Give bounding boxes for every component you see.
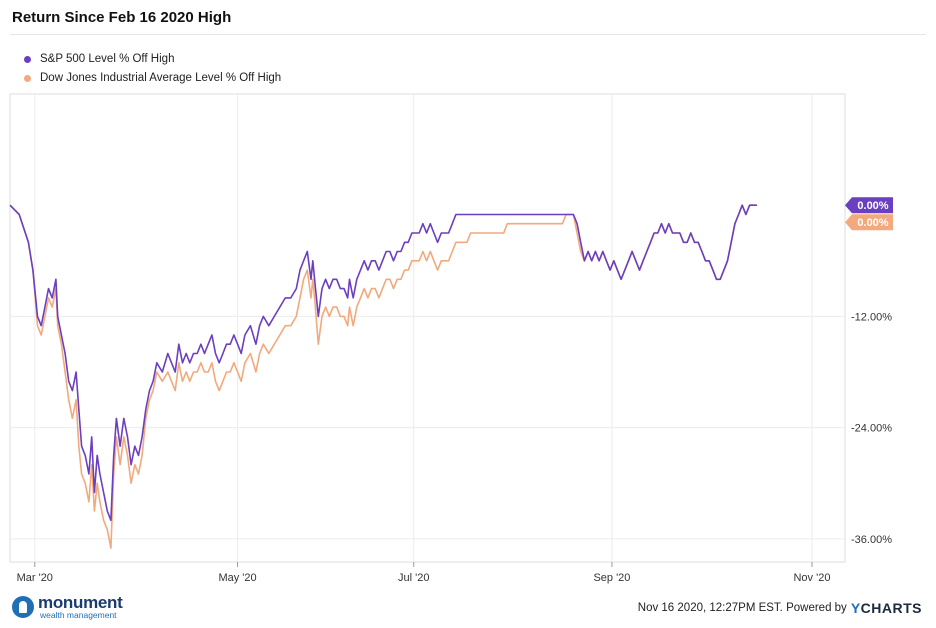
logo-name: monument <box>38 593 123 612</box>
legend: S&P 500 Level % Off High Dow Jones Indus… <box>24 50 281 88</box>
x-tick-label: Nov '20 <box>793 572 830 584</box>
legend-swatch-dow <box>24 75 31 82</box>
x-tick-label: May '20 <box>218 572 256 584</box>
monument-logo-icon <box>12 595 34 618</box>
end-value-sp500: 0.00% <box>857 200 888 212</box>
x-tick-label: Jul '20 <box>398 572 429 584</box>
legend-label-sp500: S&P 500 Level % Off High <box>40 53 175 65</box>
end-value-dow: 0.00% <box>857 217 888 229</box>
plot-frame <box>9 93 846 563</box>
timestamp-text: Nov 16 2020, 12:27PM EST. Powered by <box>637 602 847 614</box>
y-tick-label: -36.00% <box>851 534 892 546</box>
legend-swatch-sp500 <box>24 56 31 63</box>
ycharts-brand-rest: CHARTS <box>860 600 922 616</box>
x-tick-label: Sep '20 <box>593 572 630 584</box>
x-tick-label: Mar '20 <box>17 572 53 584</box>
monument-logo: monument wealth management <box>12 593 123 620</box>
end-tag-dow <box>845 214 893 231</box>
y-tick-label: -12.00% <box>851 311 892 323</box>
end-tag-sp500 <box>845 197 893 214</box>
footer: monument wealth management Nov 16 2020, … <box>0 592 936 628</box>
legend-item-dow[interactable]: Dow Jones Industrial Average Level % Off… <box>24 69 281 88</box>
ycharts-brand[interactable]: YCHARTS <box>851 600 922 616</box>
legend-label-dow: Dow Jones Industrial Average Level % Off… <box>40 72 282 84</box>
logo-subtitle: wealth management <box>40 610 117 620</box>
ycharts-brand-y: Y <box>850 600 861 616</box>
title-divider <box>10 34 926 35</box>
chart-title: Return Since Feb 16 2020 High <box>12 9 232 26</box>
legend-item-sp500[interactable]: S&P 500 Level % Off High <box>24 50 281 69</box>
footnote: Nov 16 2020, 12:27PM EST. Powered by YCH… <box>638 600 922 616</box>
y-tick-label: -24.00% <box>851 423 892 435</box>
series-line-sp500 <box>9 204 757 522</box>
